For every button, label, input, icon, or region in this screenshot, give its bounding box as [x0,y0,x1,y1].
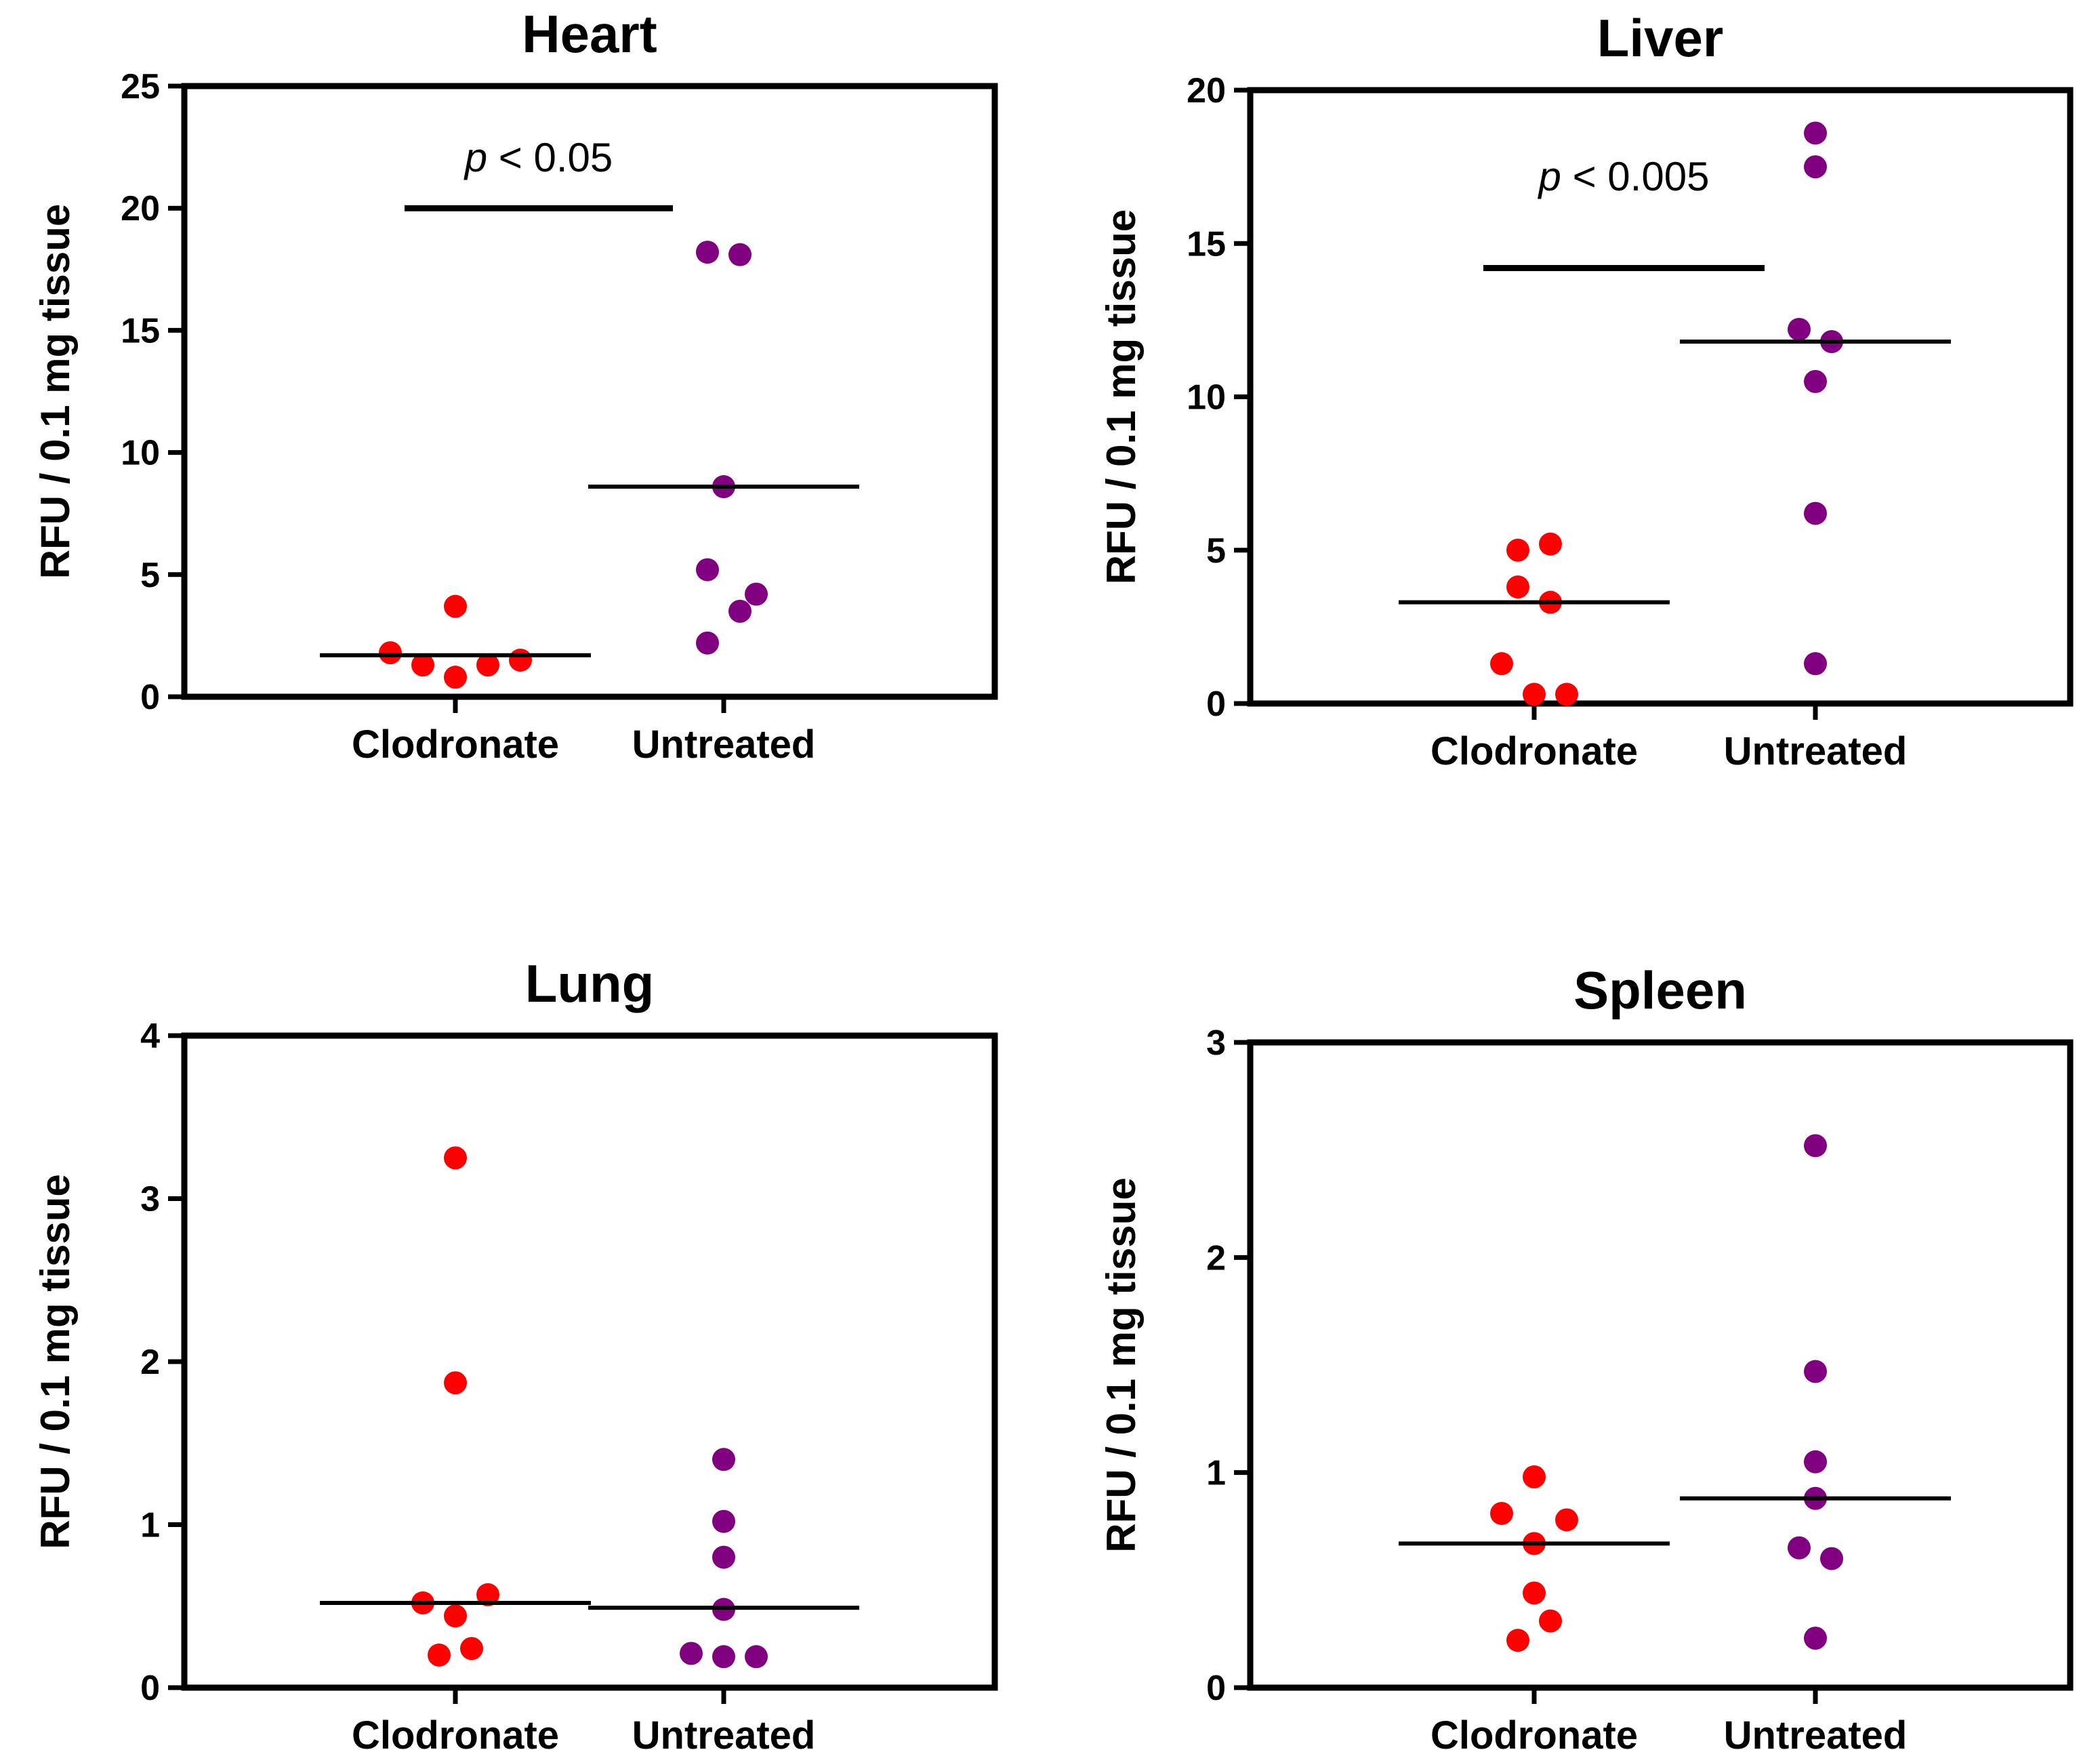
plot-frame [181,83,998,700]
data-point-untreated [1804,121,1827,145]
data-point-clodronate [428,1643,451,1667]
x-tick-label: Clodronate [352,723,559,767]
data-point-clodronate [379,641,402,665]
data-point-untreated [1804,1627,1827,1650]
data-point-clodronate [411,653,434,677]
data-point-clodronate [1490,1501,1513,1525]
data-point-untreated [1820,1547,1843,1570]
data-point-clodronate [1555,1508,1578,1532]
data-point-clodronate [1523,683,1546,706]
y-tick-label: 5 [140,556,160,595]
data-point-clodronate [1506,575,1529,599]
chart-panel-heart: Heart RFU / 0.1 mg tissue 0 5 10 15 20 25 Clodro… [33,4,998,767]
data-point-clodronate [1523,1581,1546,1605]
x-tick-label: Clodronate [352,1713,559,1750]
y-tick-label: 0 [140,1669,160,1708]
significance-label: p < 0.05 [464,135,613,180]
data-point-clodronate [444,1371,467,1395]
y-tick-label: 15 [121,311,160,350]
y-tick-label: 2 [1206,1238,1226,1278]
data-point-untreated [1804,369,1827,393]
y-axis-label: RFU / 0.1 mg tissue [1098,1177,1144,1552]
data-point-clodronate [1539,1609,1562,1633]
data-point-untreated [1804,1360,1827,1383]
data-point-clodronate [1490,652,1513,676]
data-point-clodronate [1523,1465,1546,1489]
y-tick-label: 10 [121,434,160,473]
y-tick-label: 10 [1187,378,1226,418]
x-tick-label: Untreated [1724,1713,1908,1750]
data-point-clodronate [444,1604,467,1628]
x-tick-label: Clodronate [1430,1713,1638,1750]
data-point-clodronate [476,653,499,677]
data-point-clodronate [444,666,467,689]
x-tick-label: Clodronate [1430,729,1638,773]
y-tick-label: 1 [140,1506,160,1545]
data-point-untreated [1804,1134,1827,1158]
x-tick-label: Untreated [632,1713,816,1750]
chart-panel-lung: Lung RFU / 0.1 mg tissue 0 1 2 3 4 Clodronate Un… [33,954,998,1750]
data-point-untreated [712,1645,735,1669]
data-point-clodronate [1555,683,1578,706]
data-point-untreated [712,1545,735,1569]
y-axis-label: RFU / 0.1 mg tissue [1098,209,1144,584]
data-point-untreated [696,631,719,655]
data-point-untreated [712,1448,735,1471]
data-point-clodronate [1506,1629,1529,1652]
chart-panel-spleen: Spleen RFU / 0.1 mg tissue 0 1 2 3 Clodronate U… [1098,960,2074,1750]
significance-label: p < 0.005 [1538,154,1710,199]
data-point-untreated [712,1509,735,1533]
y-tick-label: 2 [140,1343,160,1382]
data-point-clodronate [460,1637,483,1661]
chart-title: Spleen [1573,960,1747,1020]
data-point-untreated [745,582,768,606]
y-axis-label: RFU / 0.1 mg tissue [33,204,78,579]
y-tick-label: 3 [140,1180,160,1219]
plot-frame [181,1032,998,1691]
data-point-clodronate [444,594,467,618]
data-point-untreated [680,1642,703,1665]
y-tick-label: 5 [1206,531,1226,571]
data-point-untreated [728,243,752,266]
data-point-untreated [1804,1450,1827,1473]
y-tick-label: 0 [1206,1669,1226,1708]
data-point-clodronate [509,648,532,672]
y-tick-label: 1 [1206,1454,1226,1493]
data-point-clodronate [1506,538,1529,562]
x-tick-label: Untreated [1724,729,1908,773]
y-tick-label: 20 [1187,71,1226,110]
y-tick-label: 20 [121,189,160,228]
data-point-untreated [745,1645,768,1669]
data-point-untreated [728,599,752,623]
plot-frame [1247,1039,2074,1691]
chart-title: Liver [1597,8,1723,68]
y-tick-label: 15 [1187,224,1226,264]
data-point-clodronate [444,1146,467,1170]
chart-title: Lung [525,954,655,1013]
y-tick-label: 3 [1206,1023,1226,1063]
chart-title: Heart [522,4,657,64]
y-tick-label: 0 [1206,685,1226,724]
data-point-clodronate [1539,532,1562,556]
data-point-clodronate [476,1583,499,1606]
data-point-untreated [696,558,719,582]
y-tick-label: 25 [121,67,160,106]
data-point-untreated [1804,502,1827,525]
y-axis-label: RFU / 0.1 mg tissue [33,1174,78,1549]
data-point-untreated [1788,1536,1811,1560]
data-point-untreated [696,241,719,264]
x-tick-label: Untreated [632,723,816,767]
data-point-untreated [1788,317,1811,341]
chart-panel-liver: Liver RFU / 0.1 mg tissue 0 5 10 15 20 Clodrona… [1098,8,2074,773]
data-point-untreated [1804,652,1827,676]
data-point-untreated [1804,155,1827,179]
y-tick-label: 4 [140,1017,160,1056]
y-tick-label: 0 [140,678,160,717]
